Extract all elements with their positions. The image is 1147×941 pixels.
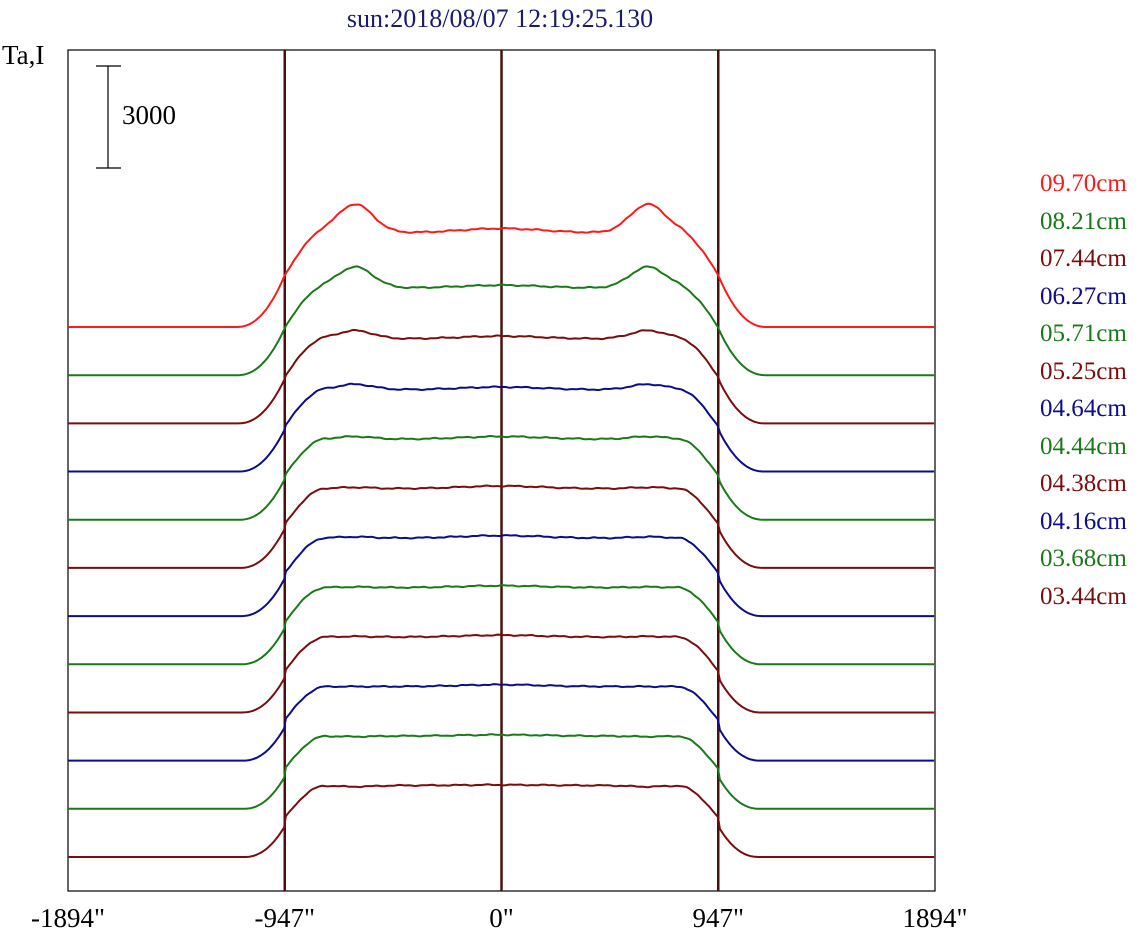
series-line xyxy=(68,783,935,858)
series-line xyxy=(68,328,935,425)
series-line xyxy=(68,683,935,762)
legend-entry: 04.38cm xyxy=(1040,470,1127,497)
x-tick-label: 947" xyxy=(692,903,745,933)
legend-entry: 08.21cm xyxy=(1040,207,1127,235)
legend-entry: 05.25cm xyxy=(1040,357,1127,385)
legend-entry: 04.44cm xyxy=(1040,432,1127,460)
y-axis-label: Ta,I xyxy=(2,40,45,70)
legend-entry: 03.68cm xyxy=(1040,545,1127,572)
legend-entry: 04.64cm xyxy=(1040,395,1127,422)
legend-entry: 09.70cm xyxy=(1040,170,1127,197)
series-lines xyxy=(68,202,935,858)
series-line xyxy=(68,484,935,569)
legend-entry: 06.27cm xyxy=(1040,282,1127,310)
x-tick-label: 1894" xyxy=(902,903,968,933)
series-line xyxy=(68,435,935,521)
legend-entry: 05.71cm xyxy=(1040,320,1127,347)
chart-title: sun:2018/08/07 12:19:25.130 xyxy=(346,4,654,33)
series-line xyxy=(68,202,935,328)
legend-entry: 03.44cm xyxy=(1040,582,1127,610)
series-line xyxy=(68,534,935,618)
series-line xyxy=(68,633,935,714)
scale-bar-label: 3000 xyxy=(122,100,176,130)
series-line xyxy=(68,265,935,377)
x-tick-label: -947" xyxy=(254,903,316,933)
series-line xyxy=(68,382,935,473)
x-tick-label: 0" xyxy=(489,903,514,933)
legend-entry: 04.16cm xyxy=(1040,507,1127,535)
vertical-reference-lines xyxy=(283,50,720,891)
series-line xyxy=(68,733,935,810)
legend-entry: 07.44cm xyxy=(1040,245,1127,272)
scale-bar xyxy=(96,65,121,169)
x-tick-label: -1894" xyxy=(30,903,106,933)
series-line xyxy=(68,584,935,666)
